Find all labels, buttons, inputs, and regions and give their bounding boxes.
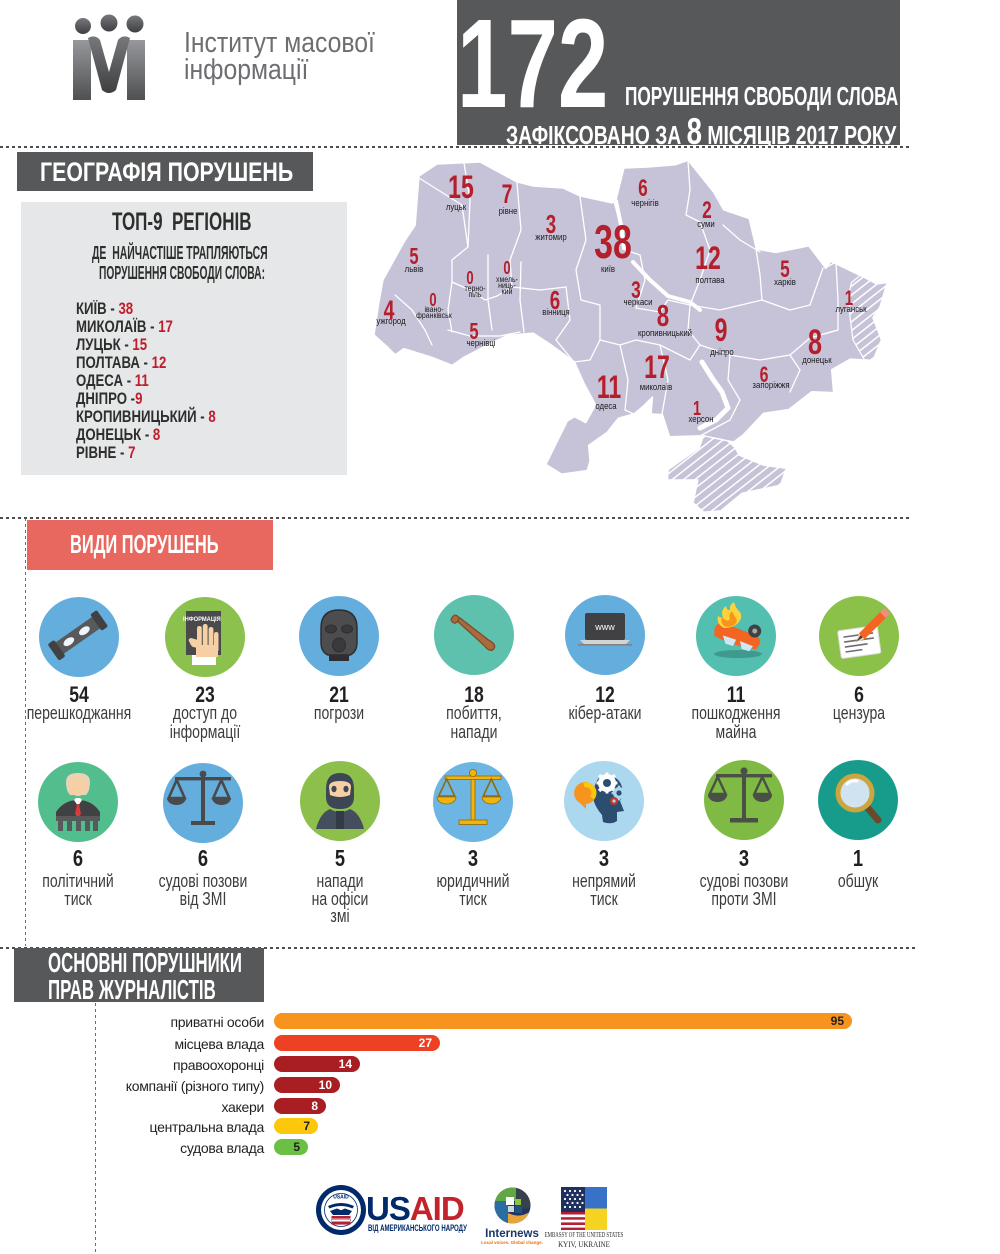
svg-text:USAID: USAID — [333, 1195, 349, 1201]
svg-text:ІНФОРМАЦІЯ: ІНФОРМАЦІЯ — [183, 617, 221, 623]
svg-text:www: www — [594, 622, 615, 632]
